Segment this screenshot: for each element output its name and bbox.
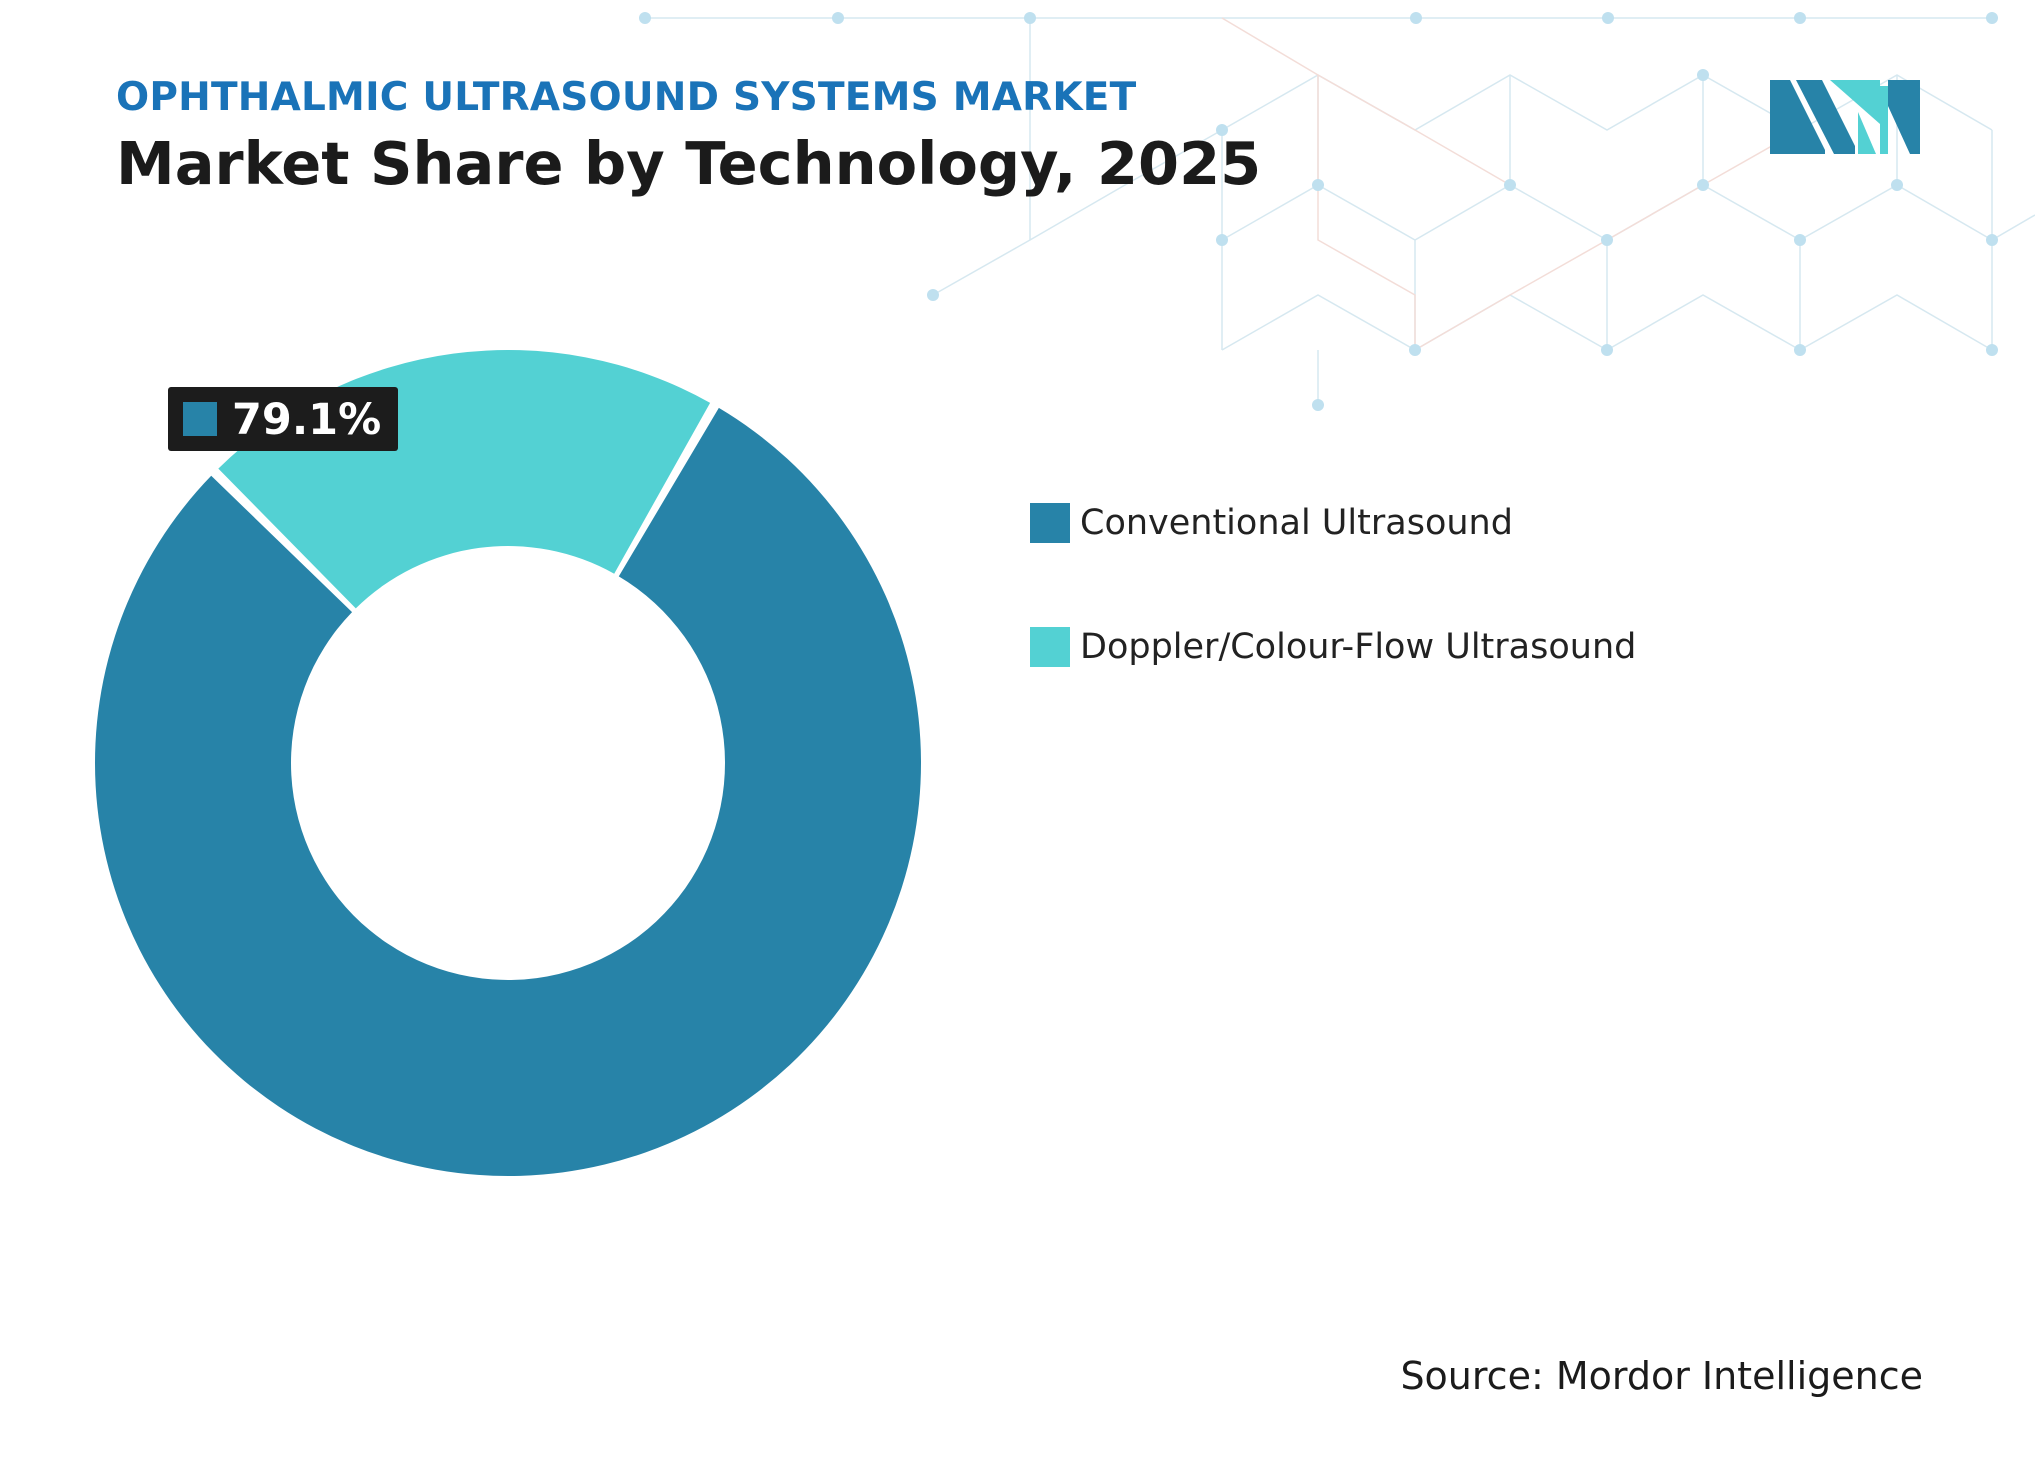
data-label-background [168, 387, 398, 451]
legend-label-conventional: Conventional Ultrasound [1080, 503, 1513, 543]
market-subtitle: OPHTHALMIC ULTRASOUND SYSTEMS MARKET [116, 75, 1137, 120]
legend-swatch-conventional [1030, 503, 1070, 543]
legend-label-doppler: Doppler/Colour-Flow Ultrasound [1080, 627, 1637, 667]
mordor-intelligence-logo [1770, 80, 1920, 154]
chart-legend: Conventional Ultrasound Doppler/Colour-F… [1030, 494, 1636, 742]
donut-slices [94, 349, 921, 1177]
legend-item-doppler: Doppler/Colour-Flow Ultrasound [1030, 618, 1636, 676]
legend-swatch-doppler [1030, 627, 1070, 667]
source-credit: Source: Mordor Intelligence [1400, 1354, 1923, 1398]
data-label-conventional: 79.1% [232, 395, 381, 445]
data-label-callout: 79.1% [168, 387, 398, 451]
data-label-swatch [183, 402, 217, 436]
legend-item-conventional: Conventional Ultrasound [1030, 494, 1636, 552]
chart-header: OPHTHALMIC ULTRASOUND SYSTEMS MARKET Mar… [116, 72, 1316, 204]
donut-slice-conventional [94, 407, 921, 1177]
chart-title: Market Share by Technology, 2025 [116, 129, 1262, 198]
